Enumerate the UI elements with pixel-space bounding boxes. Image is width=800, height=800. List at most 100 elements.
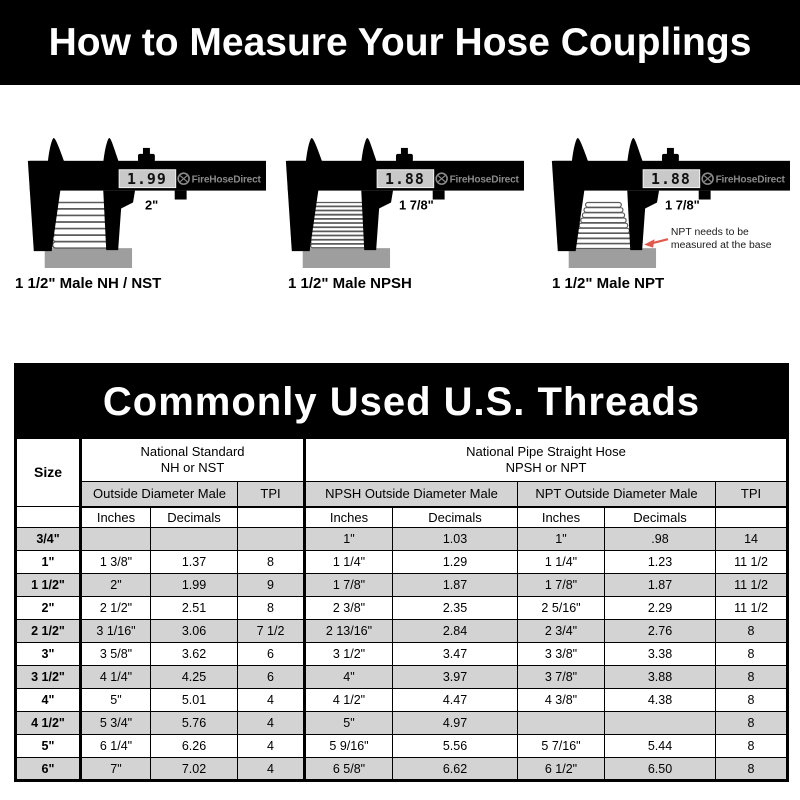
table-row: 6" 7" 7.02 4 6 5/8" 6.62 6 1/2" 6.50 8 [15, 757, 789, 781]
col-header-npt-od: NPT Outside Diameter Male [517, 481, 716, 508]
brand-name: FireHoseDirect [450, 175, 520, 186]
col-header-inches: Inches [79, 506, 151, 528]
col-header-size: Size [15, 438, 81, 507]
thumb-screw-cap [395, 153, 413, 162]
cell-npt-inches: 3 3/8" [517, 642, 605, 666]
lcd-display [642, 169, 701, 189]
table-row: 1" 1 3/8" 1.37 8 1 1/4" 1.29 1 1/4" 1.23… [15, 550, 789, 574]
cell-nh-decimals: 3.06 [150, 619, 238, 643]
npsh-group-line1: National Pipe Straight Hose [466, 443, 626, 459]
fixed-jaw [27, 160, 65, 252]
spacer-cell [714, 506, 789, 528]
table-header-units: Inches Decimals Inches Decimals Inches D… [15, 506, 789, 528]
cell-npt-inches: 1 1/4" [517, 550, 605, 574]
col-header-nh-tpi: TPI [237, 481, 305, 508]
firehosedirect-logo-icon-spokes [703, 175, 712, 183]
coupling-threads [310, 201, 369, 249]
cell-npsh-inches: 1 7/8" [303, 573, 393, 597]
cell-npsh-inches: 4" [303, 665, 393, 689]
col-header-decimals: Decimals [392, 506, 518, 528]
caliper-caption: 1 1/2" Male NPT [552, 275, 665, 292]
caliper-diagram-nh-nst: 1.99 FireHoseDirect 2" [27, 138, 266, 268]
cell-tpi: 14 [714, 527, 789, 551]
cell-size: 3" [15, 642, 81, 666]
cell-nh-inches: 3 5/8" [79, 642, 151, 666]
table-header-groups: Size National Standard NH or NST Nationa… [15, 438, 789, 507]
col-group-nh: National Standard NH or NST [79, 438, 305, 482]
spacer-cell [237, 506, 305, 528]
table-row: 2" 2 1/2" 2.51 8 2 3/8" 2.35 2 5/16" 2.2… [15, 596, 789, 620]
cell-npsh-inches: 2 3/8" [303, 596, 393, 620]
table-row: 5" 6 1/4" 6.26 4 5 9/16" 5.56 5 7/16" 5.… [15, 734, 789, 758]
cell-tpi: 11 1/2 [714, 596, 789, 620]
cell-size: 3/4" [15, 527, 81, 551]
cell-npsh-inches: 3 1/2" [303, 642, 393, 666]
cell-npt-inches: 1" [517, 527, 605, 551]
fixed-jaw [285, 160, 323, 252]
coupling-base [568, 248, 657, 268]
movable-jaw [361, 190, 394, 251]
brand-name: FireHoseDirect [192, 175, 262, 186]
cell-nh-inches: 5 3/4" [79, 711, 151, 735]
cell-npsh-inches: 6 5/8" [303, 757, 393, 781]
cell-nh-decimals: 5.76 [150, 711, 238, 735]
npt-annotation: NPT needs to be measured at the base [644, 227, 772, 251]
cell-nh-decimals: 5.01 [150, 688, 238, 712]
cell-nh-tpi: 4 [237, 711, 305, 735]
cell-size: 5" [15, 734, 81, 758]
cell-npt-inches: 6 1/2" [517, 757, 605, 781]
cell-tpi: 8 [714, 665, 789, 689]
cell-nh-inches: 5" [79, 688, 151, 712]
cell-npt-decimals: .98 [604, 527, 716, 551]
firehosedirect-logo-icon [177, 172, 190, 185]
cell-size: 1" [15, 550, 81, 574]
cell-npsh-decimals: 4.47 [392, 688, 518, 712]
cell-npt-decimals: 2.76 [604, 619, 716, 643]
upper-fixed-jaw [305, 138, 323, 163]
cell-nh-inches: 2" [79, 573, 151, 597]
cell-nh-decimals: 1.37 [150, 550, 238, 574]
col-group-npsh-npt: National Pipe Straight Hose NPSH or NPT [302, 438, 789, 482]
table-row: 2 1/2" 3 1/16" 3.06 7 1/2 2 13/16" 2.84 … [15, 619, 789, 643]
firehosedirect-logo-icon-spokes [437, 175, 446, 183]
cell-npt-inches: 2 3/4" [517, 619, 605, 643]
lcd-display [376, 169, 435, 189]
upper-fixed-jaw [47, 138, 65, 163]
cell-tpi: 11 1/2 [714, 573, 789, 597]
firehosedirect-logo-icon [435, 172, 448, 185]
cell-npsh-decimals: 3.47 [392, 642, 518, 666]
firehosedirect-logo: FireHoseDirect [701, 172, 786, 186]
movable-jaw [103, 190, 136, 251]
cell-npt-decimals: 4.38 [604, 688, 716, 712]
cell-nh-inches: 2 1/2" [79, 596, 151, 620]
firehosedirect-logo: FireHoseDirect [435, 172, 520, 186]
threads-table-body: 3/4" 1" 1.03 1" .98 14 1" 1 3/8" 1.37 8 … [15, 527, 789, 781]
npt-annotation-line1: NPT needs to be [671, 227, 749, 238]
caliper-unit-npt: 1.88 FireHoseDirect 1 7/8" NPT needs to … [532, 133, 798, 292]
cell-size: 3 1/2" [15, 665, 81, 689]
cell-npt-decimals: 3.88 [604, 665, 716, 689]
npt-annotation-line2: measured at the base [671, 240, 772, 251]
depth-tab [432, 190, 445, 200]
caliper-reading: 1.88 [651, 170, 691, 188]
cell-npt-decimals: 3.38 [604, 642, 716, 666]
cell-size: 2 1/2" [15, 619, 81, 643]
npsh-group-line2: NPSH or NPT [505, 460, 587, 475]
cell-tpi: 8 [714, 711, 789, 735]
threads-table-section: Commonly Used U.S. Threads Size National… [14, 363, 790, 782]
cell-size: 1 1/2" [15, 573, 81, 597]
cell-npt-inches [517, 711, 605, 735]
table-title: Commonly Used U.S. Threads [14, 364, 789, 439]
cell-npt-decimals: 1.87 [604, 573, 716, 597]
caliper-caption: 1 1/2" Male NPSH [288, 275, 412, 292]
caliper-unit-nh-nst: 1.99 FireHoseDirect 2" 1 1/2" Male NH / … [0, 133, 266, 292]
cell-npsh-decimals: 6.62 [392, 757, 518, 781]
firehosedirect-logo-icon [701, 172, 714, 185]
cell-nh-decimals: 6.26 [150, 734, 238, 758]
cell-npsh-decimals: 1.03 [392, 527, 518, 551]
cell-tpi: 8 [714, 688, 789, 712]
upper-fixed-jaw [571, 138, 589, 163]
coupling-base [44, 248, 133, 268]
arrow-icon [651, 238, 669, 245]
